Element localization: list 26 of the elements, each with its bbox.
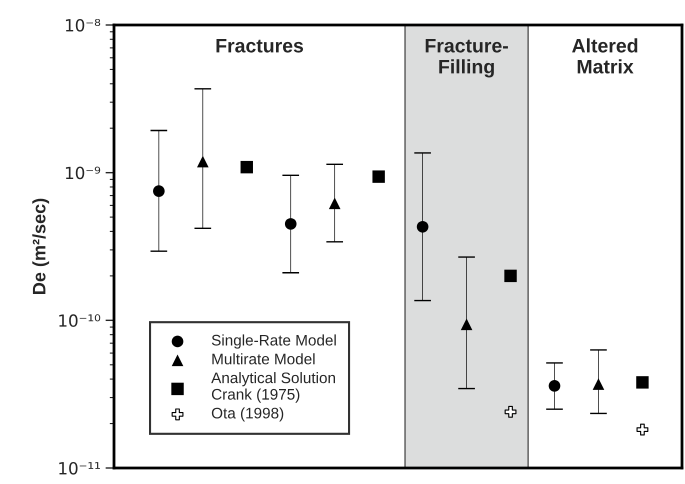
legend-label: Ota (1998) [212,407,284,422]
point [504,270,517,282]
point [284,218,297,230]
point [460,318,472,330]
point [416,220,428,233]
y-tick-label: 10⁻¹¹ [59,462,100,475]
y-axis-title: De (m²/sec) [32,198,50,294]
point [548,380,560,392]
y-tick-label: 10⁻¹⁰ [59,314,100,327]
legend-label: Single-Rate Model [212,334,336,349]
y-tick-label: 10⁻⁹ [66,166,100,180]
annotation: Fractures [216,39,304,53]
point [592,378,604,390]
legend-label: Analytical Solution Crank (1975) [211,372,335,403]
point [328,198,341,210]
point [240,160,253,174]
point [636,376,649,389]
point [504,406,516,418]
annotation: Fracture- Filling [426,39,508,78]
legend-label: Multirate Model [212,353,315,364]
point [636,424,648,436]
point [196,156,209,168]
point [153,185,165,197]
annotation: Altered Matrix [572,38,638,74]
point [372,170,385,183]
y-tick-label: 10⁻⁸ [66,18,100,32]
